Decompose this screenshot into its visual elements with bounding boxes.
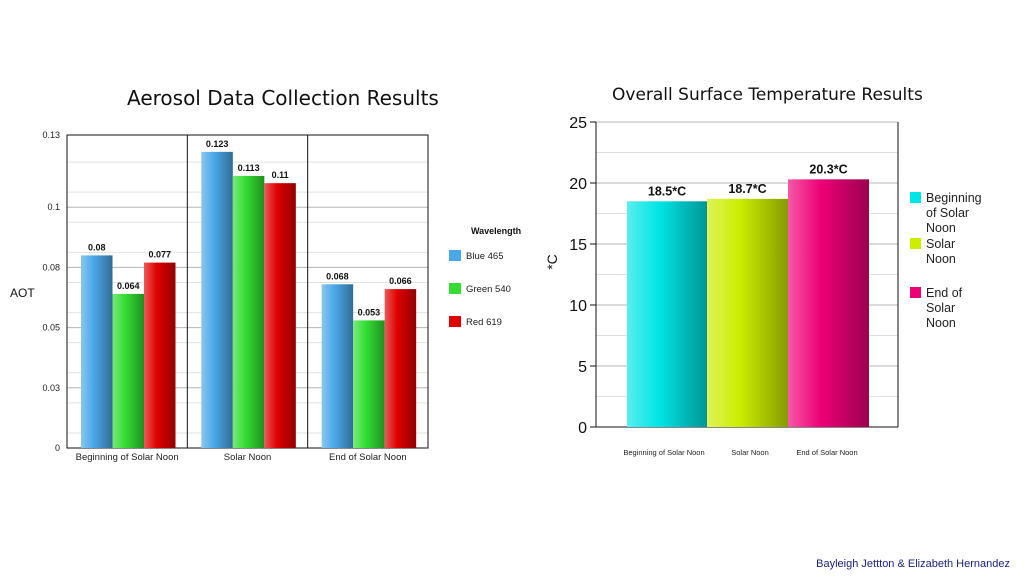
aot-data-label: 0.123 xyxy=(206,139,229,149)
aot-y-tick-label: 0.13 xyxy=(42,130,60,140)
aot-bar-blue xyxy=(201,151,233,448)
aot-bar-green xyxy=(112,293,144,448)
aot-bar-red xyxy=(144,262,176,448)
temp-legend-swatch xyxy=(910,287,921,298)
temp-y-tick-label: 20 xyxy=(569,176,587,193)
temp-bar xyxy=(627,201,707,427)
temp-y-tick-label: 10 xyxy=(569,298,587,315)
aot-data-label: 0.077 xyxy=(148,250,171,260)
aot-legend-swatch xyxy=(449,283,461,294)
aot-bar-green xyxy=(232,175,265,448)
temp-data-label: 18.5*C xyxy=(648,184,686,198)
aot-legend-title: Wavelength xyxy=(471,226,521,236)
temp-category-label: Beginning of Solar Noon xyxy=(623,448,704,457)
temp-legend-swatch xyxy=(910,192,921,203)
aot-y-tick-label: 0.1 xyxy=(47,202,60,212)
aot-legend-label: Green 540 xyxy=(466,284,511,295)
aot-data-label: 0.08 xyxy=(88,242,106,252)
aot-category-label: Solar Noon xyxy=(224,452,272,463)
aot-y-tick-label: 0.05 xyxy=(42,323,60,333)
aot-data-label: 0.068 xyxy=(326,271,349,281)
temp-y-tick-label: 15 xyxy=(569,237,587,254)
temp-y-axis-label: *C xyxy=(544,254,560,270)
temp-legend-label: End of Solar Noon xyxy=(926,286,963,330)
aot-data-label: 0.11 xyxy=(272,170,289,180)
temp-legend-label: Solar Noon xyxy=(926,237,956,266)
aot-category-label: Beginning of Solar Noon xyxy=(76,452,179,463)
aot-category-label: End of Solar Noon xyxy=(329,452,407,463)
aot-data-label: 0.113 xyxy=(238,163,260,173)
aot-data-label: 0.064 xyxy=(117,281,140,291)
aot-bar-red xyxy=(384,289,417,448)
temp-data-label: 20.3*C xyxy=(809,162,847,176)
temp-legend-swatch xyxy=(910,238,921,249)
temp-y-tick-label: 5 xyxy=(578,359,587,376)
aot-bar-blue xyxy=(81,255,113,448)
aot-y-tick-label: 0.03 xyxy=(42,383,60,393)
aot-data-label: 0.066 xyxy=(389,276,412,286)
aot-bar-blue xyxy=(321,284,354,448)
temp-y-tick-label: 0 xyxy=(578,420,587,437)
aot-legend-swatch xyxy=(449,316,461,327)
aot-data-label: 0.053 xyxy=(358,307,381,317)
temp-legend-label: Beginning of Solar Noon xyxy=(926,191,982,235)
aot-y-axis-label: AOT xyxy=(10,286,35,300)
aot-bar-red xyxy=(264,183,296,448)
temp-data-label: 18.7*C xyxy=(728,182,766,196)
aot-legend-swatch xyxy=(449,250,461,261)
temp-bar xyxy=(707,198,788,427)
aot-chart-title: Aerosol Data Collection Results xyxy=(127,86,439,110)
temp-category-label: Solar Noon xyxy=(731,448,769,457)
aot-y-tick-label: 0 xyxy=(55,443,60,453)
temperature-chart-title: Overall Surface Temperature Results xyxy=(612,85,923,105)
temp-bar xyxy=(788,179,869,427)
author-credit: Bayleigh Jettton & Elizabeth Hernandez xyxy=(816,558,1010,570)
aot-bar-green xyxy=(353,320,385,448)
aot-legend-label: Blue 465 xyxy=(466,251,504,262)
aot-y-tick-label: 0.08 xyxy=(42,262,60,272)
temp-y-tick-label: 25 xyxy=(569,115,587,132)
aot-legend-label: Red 619 xyxy=(466,317,502,328)
temp-category-label: End of Solar Noon xyxy=(796,448,857,457)
